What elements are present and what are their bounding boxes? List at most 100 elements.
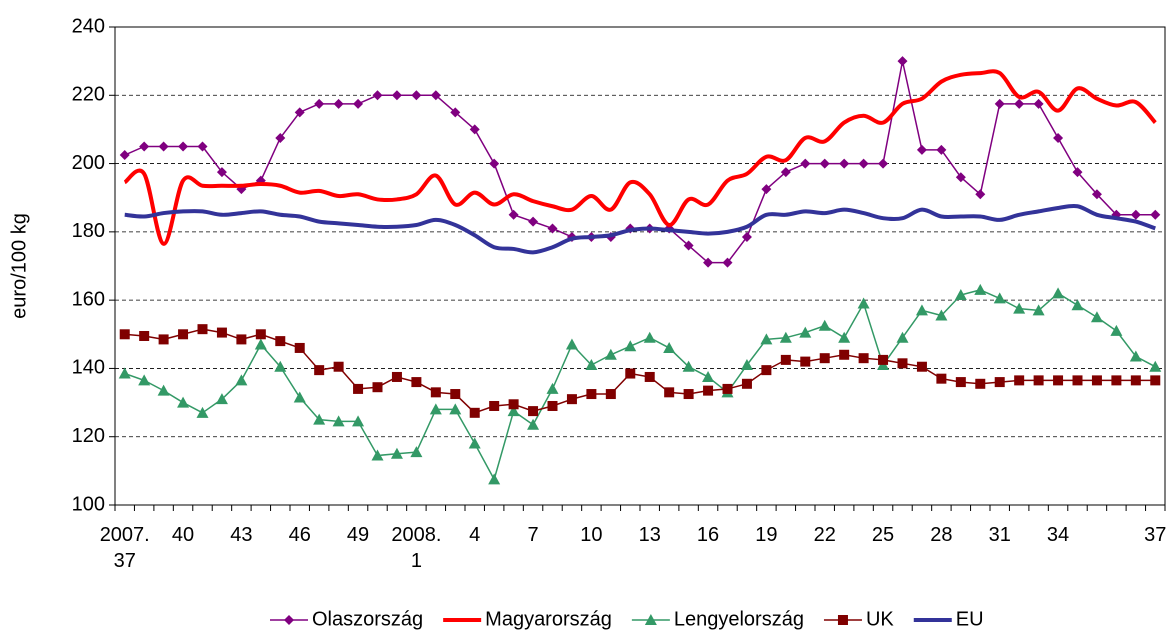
legend-label: Lengyelország — [674, 608, 804, 630]
data-point — [546, 382, 559, 394]
data-point — [353, 383, 364, 394]
legend-label: Magyarország — [485, 608, 612, 630]
data-point — [800, 356, 811, 367]
data-point — [372, 382, 383, 393]
data-point — [955, 377, 966, 388]
x-tick-label: 16 — [696, 524, 720, 546]
data-point — [489, 158, 500, 169]
data-point — [955, 172, 966, 183]
data-point — [178, 329, 189, 340]
data-point — [624, 340, 637, 352]
data-point — [489, 400, 500, 411]
x-tick-label: 13 — [638, 524, 661, 546]
data-point — [1033, 98, 1044, 109]
series-line — [124, 60, 1156, 264]
data-point — [275, 336, 286, 347]
data-point — [761, 365, 772, 376]
x-tick-label: 2008. 1 — [391, 524, 442, 572]
x-tick-label: 19 — [755, 524, 778, 546]
data-point — [197, 324, 208, 335]
y-tick-label: 140 — [72, 357, 105, 379]
data-point — [1129, 350, 1142, 362]
data-point — [643, 331, 656, 343]
data-point — [1149, 360, 1162, 372]
data-point — [139, 330, 150, 341]
data-point — [585, 359, 598, 371]
data-point — [255, 329, 266, 340]
data-point — [508, 399, 519, 410]
data-point — [157, 384, 170, 396]
data-point — [216, 327, 227, 338]
data-point — [1150, 209, 1161, 220]
legend-marker — [644, 614, 657, 625]
data-point — [761, 184, 772, 195]
data-point — [449, 403, 462, 415]
data-point — [565, 338, 578, 350]
legend-label: EU — [956, 608, 984, 630]
data-point — [1111, 375, 1122, 386]
data-point — [332, 415, 345, 427]
data-point — [800, 158, 811, 169]
data-point — [839, 349, 850, 360]
data-point — [314, 98, 325, 109]
data-point — [450, 107, 461, 118]
x-tick-label: 28 — [930, 524, 953, 546]
data-point — [838, 331, 851, 343]
data-point — [975, 378, 986, 389]
data-point — [527, 418, 540, 430]
data-point — [994, 377, 1005, 388]
y-tick-label: 240 — [72, 15, 105, 37]
data-point — [858, 158, 869, 169]
data-point — [294, 342, 305, 353]
data-point — [118, 367, 131, 379]
data-point — [196, 406, 209, 418]
legend-marker — [284, 615, 294, 625]
data-point — [740, 359, 753, 371]
data-point — [916, 361, 927, 372]
data-point — [293, 391, 306, 403]
y-axis-label: euro/100 kg — [8, 213, 30, 319]
data-point — [878, 158, 889, 169]
data-point — [236, 334, 247, 345]
x-tick-label: 34 — [1046, 524, 1070, 546]
legend-label: Olaszország — [312, 608, 423, 630]
data-point — [314, 365, 325, 376]
data-point — [119, 150, 130, 161]
data-point — [780, 354, 791, 365]
data-point — [1090, 311, 1103, 323]
data-point — [547, 223, 558, 234]
data-point — [878, 354, 889, 365]
data-point — [429, 403, 442, 415]
data-point — [372, 90, 383, 101]
data-point — [799, 326, 812, 338]
data-point — [390, 447, 403, 459]
data-point — [683, 240, 694, 251]
data-point — [119, 329, 130, 340]
data-point — [1072, 167, 1083, 178]
data-point — [158, 334, 169, 345]
x-tick-label: 7 — [527, 524, 539, 546]
data-point — [333, 98, 344, 109]
data-point — [391, 90, 402, 101]
data-point — [1091, 375, 1102, 386]
data-point — [663, 341, 676, 353]
data-point — [177, 396, 190, 408]
data-point — [469, 407, 480, 418]
x-tick-label: 49 — [346, 524, 370, 546]
x-tick-label: 37 — [1144, 524, 1167, 546]
data-point — [1130, 375, 1141, 386]
data-point — [1032, 304, 1045, 316]
data-point — [566, 394, 577, 405]
data-point — [507, 405, 520, 417]
x-tick-label: 40 — [171, 524, 195, 546]
data-point — [352, 415, 365, 427]
x-tick-label: 46 — [288, 524, 311, 546]
data-point — [722, 257, 733, 268]
data-point — [139, 141, 150, 152]
plot-frame — [114, 26, 1166, 506]
data-point — [703, 257, 714, 268]
data-point — [235, 374, 248, 386]
data-point — [294, 107, 305, 118]
y-tick-label: 100 — [72, 493, 105, 515]
